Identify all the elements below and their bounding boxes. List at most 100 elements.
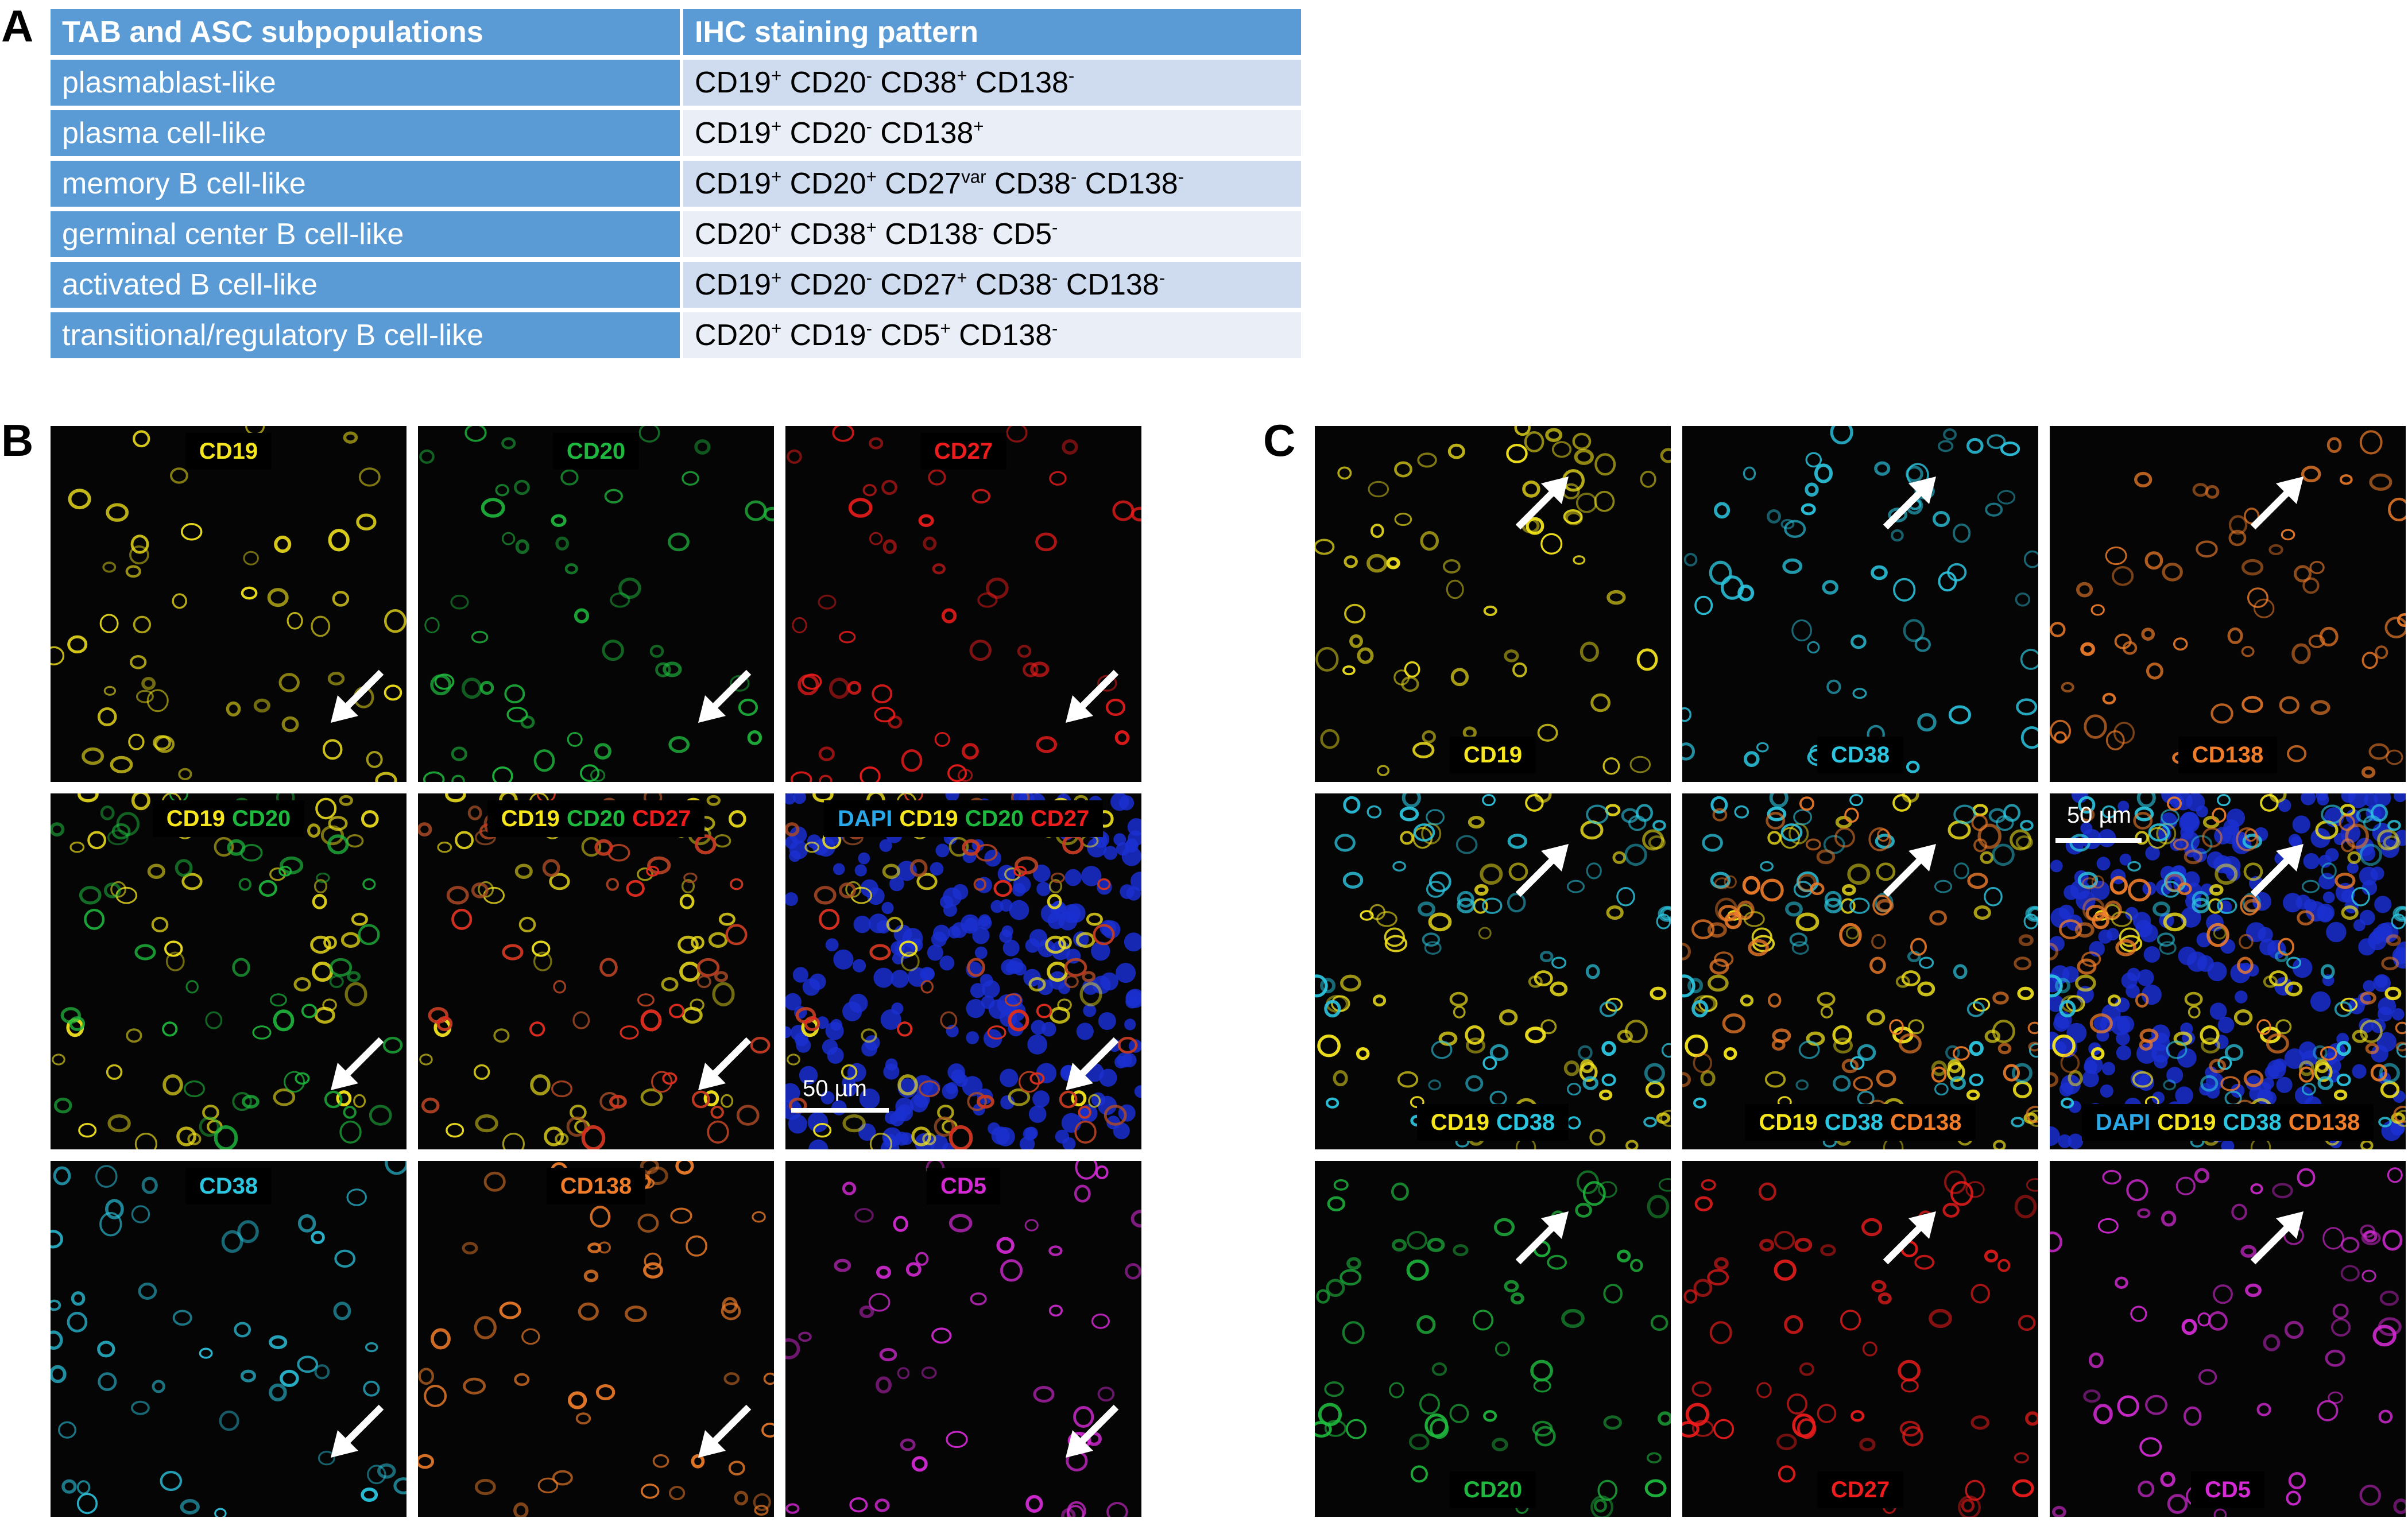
stained-cell xyxy=(1833,1037,1853,1054)
stained-cell xyxy=(1794,1237,1813,1252)
stained-cell xyxy=(1948,820,1971,840)
stained-cell xyxy=(2217,794,2231,807)
stained-cell xyxy=(2026,1106,2038,1123)
nucleus xyxy=(833,863,845,876)
stained-cell xyxy=(1966,1001,1985,1017)
stained-cell xyxy=(2330,1318,2351,1337)
stained-cell xyxy=(162,1021,178,1037)
stained-cell xyxy=(2336,1040,2351,1056)
stained-cell xyxy=(957,769,973,782)
stained-cell xyxy=(1734,805,1749,819)
stained-cell xyxy=(652,1454,669,1468)
stained-cell xyxy=(1764,1071,1786,1088)
nucleus xyxy=(1027,1034,1048,1055)
stained-cell xyxy=(1106,1502,1128,1517)
micrograph-tile: DAPI CD19 CD38 CD138 50 µm xyxy=(2050,793,2406,1149)
stained-cell xyxy=(1333,1070,1348,1087)
channel-label-box: CD27 xyxy=(920,433,1007,470)
scale-bar-line xyxy=(791,1108,889,1113)
nucleus xyxy=(789,840,808,859)
stained-cell xyxy=(553,980,566,994)
stained-cell xyxy=(1086,912,1103,926)
stained-cell xyxy=(916,873,938,890)
stained-cell xyxy=(949,1214,973,1233)
nucleus xyxy=(2272,1058,2287,1072)
stained-cell xyxy=(2128,878,2151,902)
stained-cell xyxy=(1457,890,1474,908)
stained-cell xyxy=(1903,619,1925,642)
table-row: plasma cell-like CD19+ CD20- CD138+ xyxy=(51,106,1301,158)
stained-cell xyxy=(1029,1072,1045,1085)
stained-cell xyxy=(1033,1385,1055,1403)
stained-cell xyxy=(418,822,432,836)
stained-cell xyxy=(2209,1059,2226,1074)
stained-cell xyxy=(1612,851,1627,864)
stained-cell xyxy=(293,977,311,992)
arrow-icon xyxy=(1515,1211,1569,1265)
nucleus xyxy=(970,983,986,998)
stained-cell xyxy=(2314,1062,2333,1082)
stained-cell xyxy=(549,873,570,890)
stained-cell xyxy=(869,437,884,450)
stained-cell xyxy=(940,1011,958,1029)
stained-cell xyxy=(1079,982,1102,1006)
stained-cell xyxy=(240,1369,256,1382)
stained-cell xyxy=(1567,1083,1581,1096)
stained-cell xyxy=(1984,1249,1999,1262)
arrow-icon xyxy=(698,669,752,723)
stained-cell xyxy=(1400,831,1414,845)
channel-label: CD138 xyxy=(418,1168,774,1204)
stained-cell xyxy=(1489,1044,1509,1062)
stained-cell xyxy=(710,1105,724,1119)
channel-name: CD27 xyxy=(632,806,691,831)
stained-cell xyxy=(1744,751,1760,767)
stained-cell xyxy=(2320,1046,2337,1061)
stained-cell xyxy=(141,1176,158,1194)
stained-cell xyxy=(1942,1203,1960,1218)
stained-cell xyxy=(1344,603,1366,623)
channel-name: DAPI xyxy=(2095,1110,2151,1135)
stained-cell xyxy=(1074,1120,1097,1144)
stained-cell xyxy=(2309,560,2325,575)
stained-cell xyxy=(1874,461,1891,476)
nucleus xyxy=(2119,853,2132,866)
table-header-row: TAB and ASC subpopulations IHC staining … xyxy=(51,5,1301,57)
stained-cell xyxy=(1938,571,1957,592)
channel-label-box: CD19 CD38 CD138 xyxy=(1745,1104,1976,1141)
stained-cell xyxy=(2027,1021,2038,1035)
marker: CD19+ xyxy=(695,166,782,200)
stained-cell xyxy=(900,1438,916,1451)
stained-cell xyxy=(1346,1257,1361,1270)
stained-cell xyxy=(328,816,348,831)
stained-cell xyxy=(2361,766,2376,779)
marker-sign: - xyxy=(1178,166,1184,187)
stained-cell xyxy=(1714,877,1730,890)
nucleus xyxy=(2301,793,2316,805)
stained-cell xyxy=(662,1072,678,1085)
stained-cell xyxy=(2351,887,2370,907)
stained-cell xyxy=(1426,809,1445,826)
marker: CD19+ xyxy=(695,116,782,150)
nucleus xyxy=(2259,938,2277,956)
stained-cell xyxy=(1776,1434,1797,1450)
stained-cell xyxy=(859,1305,874,1318)
stained-cell xyxy=(2302,1083,2316,1096)
stained-cell xyxy=(814,886,837,905)
nucleus xyxy=(1064,869,1082,886)
stained-cell xyxy=(2320,964,2335,979)
channel-label: CD27 xyxy=(785,433,1141,470)
stained-cell xyxy=(51,646,65,665)
stained-cell xyxy=(566,1116,587,1137)
stained-cell xyxy=(353,1094,366,1108)
stained-cell xyxy=(2217,897,2237,914)
stained-cell xyxy=(278,673,300,692)
stained-cell xyxy=(537,1477,559,1494)
stained-cell xyxy=(2291,643,2311,664)
stained-cell xyxy=(572,1011,590,1029)
stained-cell xyxy=(2163,871,2186,893)
stained-cell xyxy=(533,951,552,971)
stained-cell xyxy=(1682,742,1695,761)
channel-label-box: DAPI CD19 CD38 CD138 xyxy=(2081,1104,2374,1141)
stained-cell xyxy=(2184,849,2203,865)
stained-cell xyxy=(1876,862,1896,881)
